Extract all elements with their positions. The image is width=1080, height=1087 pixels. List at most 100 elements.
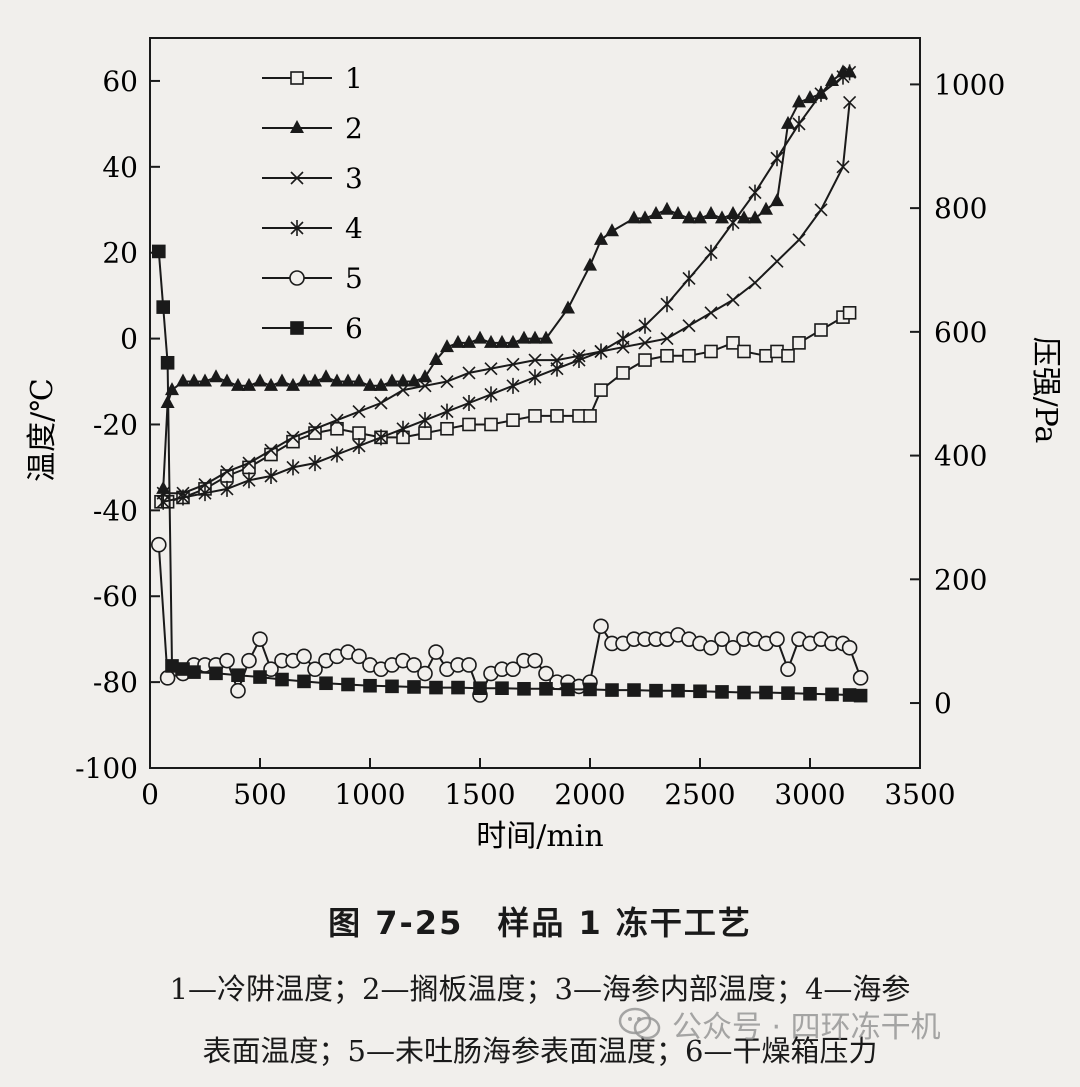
- series-6-point: [451, 680, 465, 695]
- series-3-point: [638, 336, 652, 350]
- series-5-point: [351, 648, 367, 665]
- series-2-point: [484, 334, 498, 348]
- series-1-point: [418, 426, 432, 440]
- series-5-point: [780, 661, 796, 678]
- x-tick-label: 3000: [774, 778, 845, 811]
- series-4-point: [308, 455, 322, 472]
- series-5-point: [296, 648, 312, 665]
- series-4-point: [616, 330, 630, 347]
- series-2-point: [561, 300, 575, 314]
- series-2-point: [363, 377, 377, 391]
- series-2-point: [176, 373, 190, 387]
- series-6-point: [495, 681, 509, 695]
- series-3-point: [308, 422, 322, 436]
- series-6-point: [231, 668, 245, 683]
- left-tick-label: -20: [93, 408, 138, 441]
- series-2-point: [418, 369, 432, 383]
- series-5-point: [769, 631, 785, 647]
- y-axis-label-right: 压强/Pa: [1028, 337, 1063, 444]
- legend-label-5: 5: [345, 262, 363, 295]
- series-1-point: [792, 336, 806, 350]
- legend-label-4: 4: [345, 212, 363, 245]
- series-2-point: [594, 231, 608, 245]
- left-tick-label: 40: [102, 151, 138, 184]
- series-1-point: [440, 421, 454, 436]
- right-tick-label: 400: [934, 440, 987, 473]
- series-2-point: [297, 373, 311, 387]
- series-2-point: [770, 193, 784, 207]
- series-2-point: [209, 369, 223, 383]
- series-5-point: [725, 639, 741, 656]
- series-1-point: [330, 421, 344, 436]
- legend-label-2: 2: [345, 112, 363, 145]
- series-4: [156, 64, 857, 510]
- series-6-point: [627, 683, 641, 697]
- series-2-point: [253, 373, 267, 387]
- y-axis-label-left: 温度/℃: [25, 378, 60, 482]
- left-axis: -100 -80 -60 -40 -20 0 20 40 60: [75, 65, 160, 785]
- series-1-point: [638, 353, 652, 367]
- series-5-point: [151, 536, 167, 553]
- series-6-point: [407, 680, 421, 694]
- series-4-point: [264, 468, 278, 484]
- series-2-point: [759, 201, 773, 215]
- series-2-point: [308, 373, 322, 387]
- left-tick-label: -80: [93, 666, 138, 699]
- series-6-point: [693, 684, 707, 699]
- series-6-point: [605, 683, 619, 697]
- series-2-point: [649, 206, 663, 220]
- x-tick-label: 0: [141, 778, 159, 811]
- series-2-point: [374, 377, 388, 391]
- watermark-text: 公众号 · 四环冻干机: [672, 1010, 941, 1045]
- series-5-point: [852, 670, 869, 686]
- series-6-point: [759, 685, 773, 700]
- series-3-point: [843, 95, 857, 109]
- series-6-point: [781, 686, 795, 700]
- series-5-point: [159, 670, 176, 686]
- series-2-point: [352, 373, 366, 387]
- right-tick-label: 0: [934, 687, 952, 720]
- series-1-point: [583, 409, 597, 423]
- x-tick-label: 1000: [334, 778, 405, 811]
- x-tick-label: 500: [233, 778, 286, 811]
- series-4-point: [396, 420, 410, 437]
- series-1-point: [528, 409, 542, 423]
- series-1-point: [704, 344, 718, 359]
- series-4-point: [330, 446, 344, 463]
- x-tick-label: 1500: [444, 778, 515, 811]
- series-2-point: [473, 330, 487, 344]
- series-4-point: [528, 369, 542, 386]
- series-3-point: [506, 357, 520, 371]
- series-3-point: [264, 443, 278, 457]
- series-2-point: [803, 90, 817, 104]
- series-4-point: [374, 429, 388, 446]
- series-2-point: [319, 369, 333, 383]
- series-2-point: [220, 373, 234, 387]
- series-2-point: [583, 257, 597, 271]
- series-5-point: [593, 618, 609, 635]
- series-5-point: [406, 657, 422, 673]
- series-6-point: [473, 681, 487, 695]
- series-2-point: [638, 210, 652, 224]
- series-2-point: [264, 377, 278, 391]
- left-tick-label: -40: [93, 494, 138, 527]
- series-6-point: [715, 685, 729, 699]
- figure-caption-line-2: 表面温度；5—未吐肠海参表面温度；6—干燥箱压力: [202, 1034, 878, 1068]
- series-1-point: [781, 348, 795, 363]
- series-4-point: [352, 437, 366, 454]
- series-2-point: [539, 330, 553, 344]
- series-2-point: [726, 206, 740, 220]
- series-2-point: [627, 210, 641, 224]
- legend: 1 2 3 4 5 6: [262, 62, 363, 345]
- series-5-point: [252, 631, 268, 647]
- plot-frame: [149, 37, 921, 769]
- series-2-point: [528, 330, 542, 344]
- x-axis-label: 时间/min: [476, 819, 603, 854]
- right-tick-label: 600: [934, 316, 987, 349]
- right-tick-label: 1000: [934, 68, 1005, 101]
- series-5-point: [505, 661, 521, 678]
- series-4-point: [594, 343, 608, 360]
- series-6-point: [671, 683, 685, 698]
- left-tick-label: 60: [102, 65, 138, 98]
- series-5-point: [417, 665, 433, 682]
